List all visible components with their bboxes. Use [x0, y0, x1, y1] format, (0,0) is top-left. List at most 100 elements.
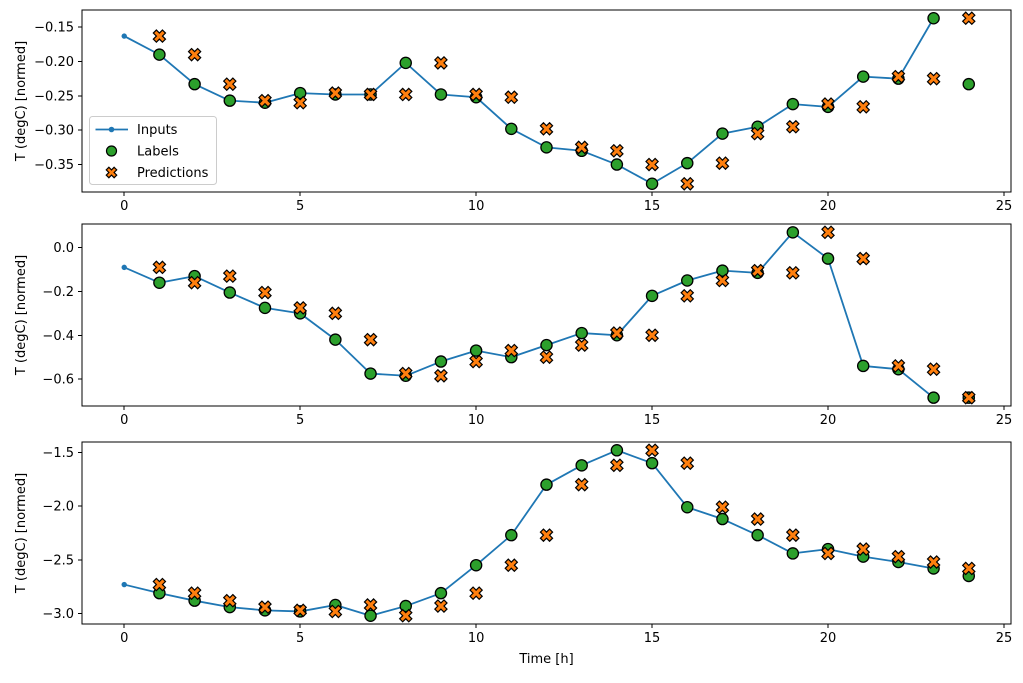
label-point [540, 478, 553, 491]
label-point [469, 558, 483, 572]
x-tick-label: 15 [644, 199, 661, 214]
x-tick-label: 20 [820, 631, 837, 646]
x-tick-label: 10 [468, 413, 485, 428]
prediction-point [397, 85, 415, 103]
prediction-point [361, 331, 379, 349]
prediction-point [432, 367, 450, 385]
prediction-point [150, 575, 168, 593]
label-point [153, 276, 166, 289]
label-point [751, 528, 764, 542]
prediction-point [713, 498, 731, 516]
prediction-point [678, 287, 696, 305]
x-tick-label: 5 [296, 631, 304, 646]
label-point [540, 141, 553, 154]
y-tick-label: −0.2 [42, 285, 74, 300]
label-point [681, 156, 694, 170]
prediction-point [749, 125, 767, 143]
x-tick-label: 10 [468, 199, 485, 214]
prediction-point [467, 85, 485, 103]
axes-frame [81, 223, 1012, 407]
y-tick-label: −0.25 [34, 89, 74, 104]
prediction-point [221, 75, 239, 93]
prediction-point [643, 155, 661, 173]
prediction-point [256, 598, 274, 616]
prediction-point [432, 54, 450, 72]
prediction-point [537, 120, 555, 138]
prediction-point [643, 326, 661, 344]
x-tick-label: 0 [120, 413, 128, 428]
input-point [121, 264, 127, 271]
label-point [575, 459, 588, 472]
label-point [434, 88, 448, 101]
prediction-point [960, 559, 978, 577]
prediction-point [537, 526, 555, 544]
prediction-point [467, 584, 485, 602]
label-point [399, 56, 412, 70]
prediction-point [678, 175, 696, 193]
y-tick-label: −0.35 [34, 158, 74, 173]
label-point [786, 226, 800, 239]
y-tick-label: −1.5 [42, 446, 74, 461]
prediction-point [889, 548, 907, 566]
input-point [121, 33, 127, 39]
y-axis-label: T (degC) [normed] [14, 41, 29, 162]
label-point [434, 355, 448, 368]
input-point [121, 581, 127, 588]
prediction-point [608, 142, 626, 160]
prediction-point [397, 607, 415, 625]
prediction-point [361, 596, 379, 614]
label-point [434, 586, 448, 600]
subplot-2: 0 5 10 15 20 25 0.0 −0.2 −0.4 −0.6 T (degC) [norme… [14, 223, 1012, 428]
label-point [645, 177, 659, 191]
y-tick-label: −0.6 [42, 373, 74, 388]
y-tick-label: −0.15 [34, 21, 74, 36]
x-axis-label: Time [h] [518, 652, 573, 667]
prediction-point [608, 456, 626, 474]
label-point [927, 11, 940, 25]
prediction-point [256, 283, 274, 301]
label-point [716, 264, 729, 277]
label-point [856, 70, 870, 83]
label-point [610, 444, 624, 457]
legend: Inputs Labels Predictions [89, 116, 217, 185]
label-point [293, 86, 307, 100]
label-point [821, 252, 835, 265]
x-tick-label: 20 [820, 199, 837, 214]
x-tick-label: 25 [996, 631, 1013, 646]
prediction-point [502, 341, 520, 359]
prediction-point [924, 70, 942, 88]
legend-circle-marker [105, 145, 118, 157]
label-point [716, 512, 729, 526]
label-point [505, 122, 518, 136]
prediction-point [502, 88, 520, 106]
label-point [645, 289, 659, 303]
prediction-point [749, 510, 767, 528]
y-tick-label: −0.30 [34, 124, 74, 139]
prediction-point [432, 597, 450, 615]
label-point [469, 344, 483, 357]
prediction-point [397, 364, 415, 382]
label-point [540, 338, 553, 352]
label-point [645, 456, 659, 470]
prediction-point [924, 553, 942, 571]
predictions-scatter-series [150, 9, 978, 193]
prediction-point [889, 357, 907, 375]
prediction-point [221, 592, 239, 610]
prediction-point [784, 526, 802, 544]
prediction-point [924, 360, 942, 378]
axes-frame [81, 9, 1012, 193]
prediction-point [713, 154, 731, 172]
prediction-point [784, 118, 802, 136]
y-tick-label: −3.0 [42, 607, 74, 622]
label-point [856, 359, 870, 373]
x-tick-label: 5 [296, 413, 304, 428]
subplot-1: 0 5 10 15 20 25 −0.15 −0.20 −0.25 −0.30 −0.35 T (de… [14, 9, 1012, 214]
legend-entry-label: Predictions [137, 166, 209, 181]
predictions-scatter-series [150, 441, 978, 625]
prediction-point [291, 601, 309, 619]
prediction-point [150, 258, 168, 276]
y-tick-label: −0.20 [34, 55, 74, 70]
prediction-point [185, 274, 203, 292]
label-point [681, 274, 694, 287]
